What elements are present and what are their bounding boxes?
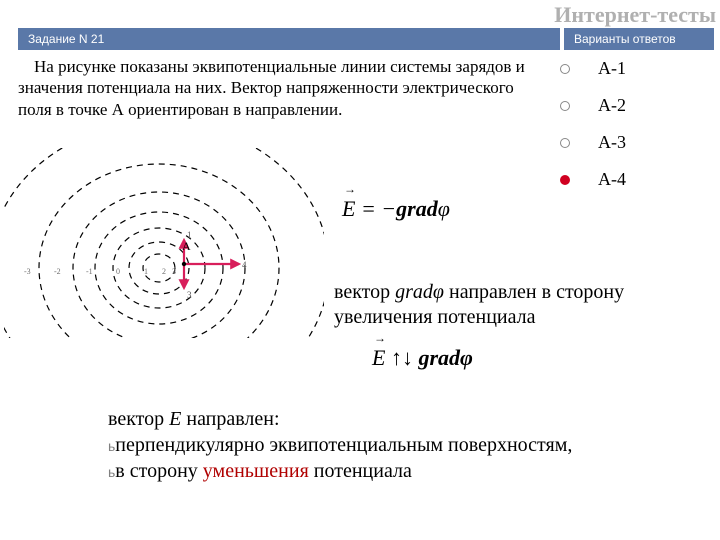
option-1[interactable]: A-1 <box>560 58 710 79</box>
explanation-grad: вектор gradφ направлен в сторону увеличе… <box>334 280 704 330</box>
radio-icon <box>560 101 570 111</box>
equipotential-diagram: -3-2-10123 413 A <box>4 148 324 338</box>
radio-icon <box>560 175 570 185</box>
line1-E: E <box>169 408 181 430</box>
option-3[interactable]: A-3 <box>560 132 710 153</box>
text-a: вектор <box>334 281 395 303</box>
grad-text: grad <box>396 196 438 221</box>
question-body: На рисунке показаны эквипотенциальные ли… <box>18 57 525 119</box>
task-label: Задание N 21 <box>18 28 560 50</box>
option-label: A-1 <box>598 58 626 79</box>
answers-label: Варианты ответов <box>564 28 714 50</box>
svg-text:2: 2 <box>162 267 166 276</box>
down-arrow: ↓ <box>402 345 419 370</box>
line1-b: направлен: <box>181 408 279 430</box>
svg-text:-2: -2 <box>54 267 61 276</box>
svg-text:-1: -1 <box>86 267 93 276</box>
options-list: A-1 A-2 A-3 A-4 <box>560 58 710 206</box>
line3-c: потенциала <box>309 460 412 482</box>
line3-b: уменьшения <box>203 460 309 482</box>
equals: = − <box>355 196 396 221</box>
svg-text:3: 3 <box>172 267 176 276</box>
svg-text:1: 1 <box>144 267 148 276</box>
header-row: Задание N 21 Варианты ответов <box>18 28 714 50</box>
option-label: A-4 <box>598 169 626 190</box>
line3-a: в сторону <box>115 460 203 482</box>
svg-text:3: 3 <box>187 290 192 300</box>
formula-E-grad: E = −gradφ <box>342 196 450 222</box>
line2: перпендикулярно эквипотенциальным поверх… <box>115 434 572 456</box>
formula-E-antiparallel: E ↑↓ gradφ <box>372 345 473 371</box>
svg-text:A: A <box>182 239 191 253</box>
grad-phi: gradφ <box>395 281 444 303</box>
up-arrow: ↑ <box>385 345 402 370</box>
option-4[interactable]: A-4 <box>560 169 710 190</box>
radio-icon <box>560 138 570 148</box>
option-label: A-3 <box>598 132 626 153</box>
question-text: На рисунке показаны эквипотенциальные ли… <box>18 56 528 120</box>
watermark: Интернет-тесты <box>554 2 716 28</box>
grad-phi: gradφ <box>418 345 472 370</box>
option-2[interactable]: A-2 <box>560 95 710 116</box>
vector-E: E <box>372 345 385 371</box>
explanation-E: вектор E направлен: ьперпендикулярно экв… <box>108 406 668 484</box>
radio-icon <box>560 64 570 74</box>
svg-text:0: 0 <box>116 267 120 276</box>
line1-a: вектор <box>108 408 169 430</box>
svg-text:-3: -3 <box>24 267 31 276</box>
svg-text:4: 4 <box>242 260 247 270</box>
vector-E: E <box>342 196 355 222</box>
phi: φ <box>438 196 450 221</box>
option-label: A-2 <box>598 95 626 116</box>
